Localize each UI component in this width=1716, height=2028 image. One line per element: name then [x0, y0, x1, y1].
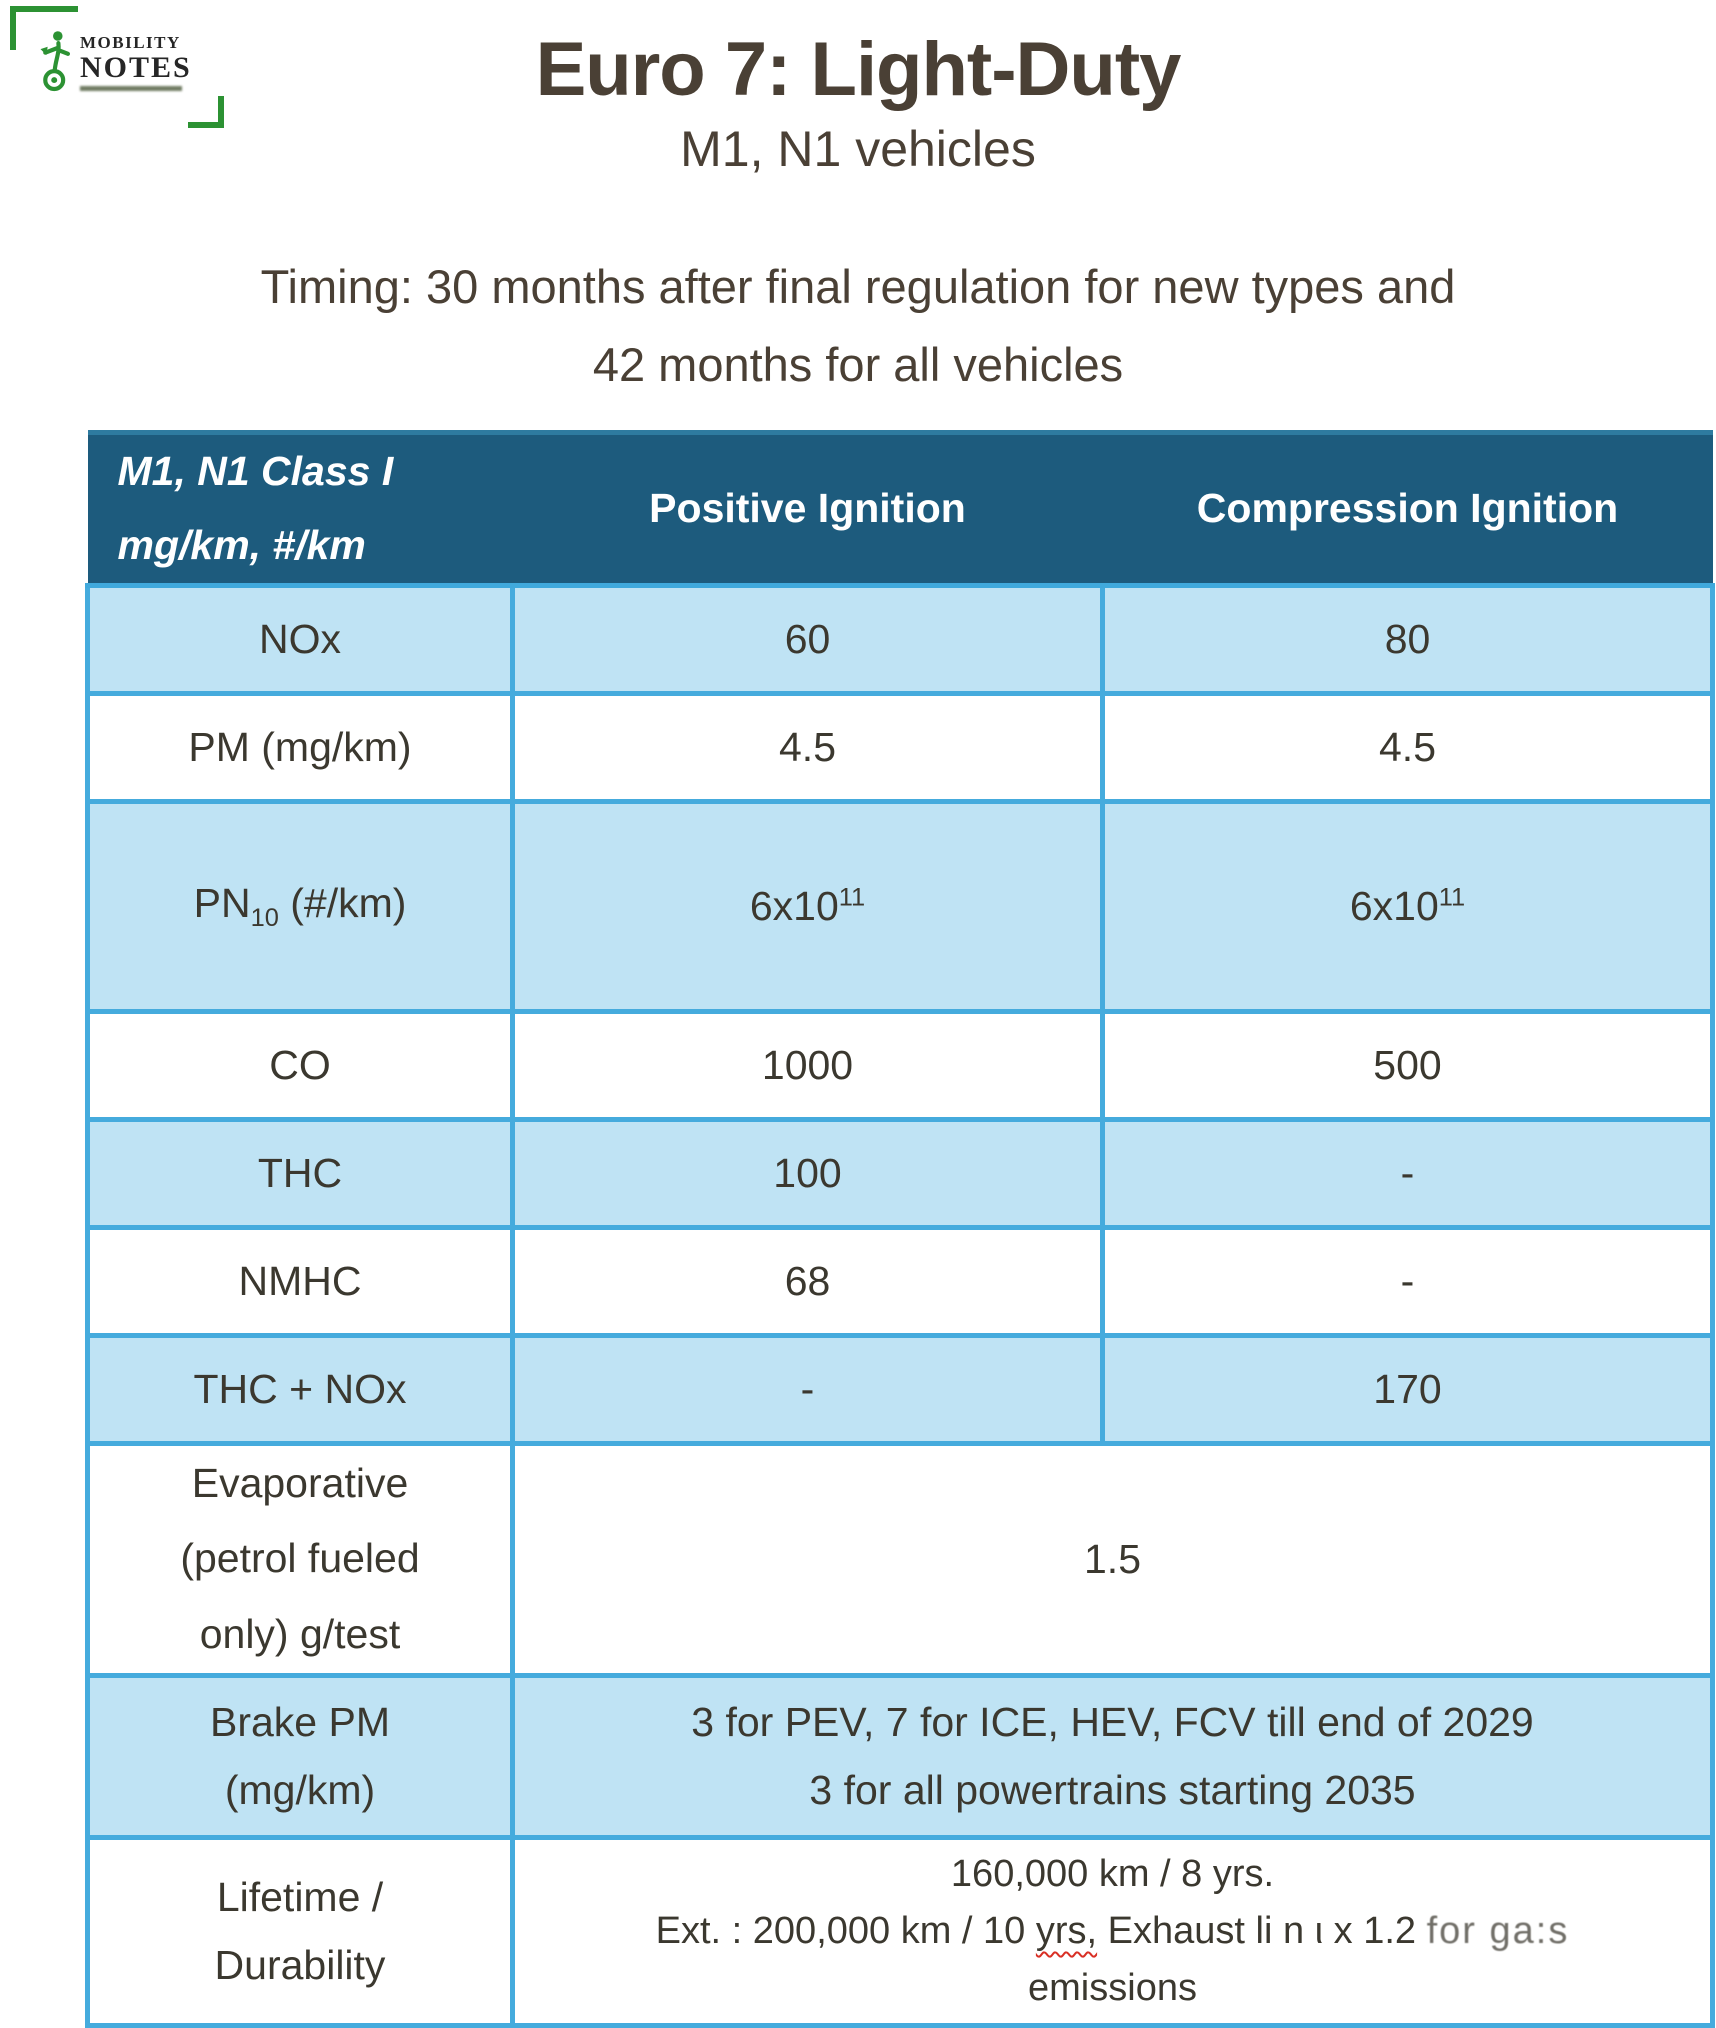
- lifetime-line-3: emissions: [1028, 1967, 1197, 2010]
- cell-thc-nox-ci: 170: [1100, 1332, 1715, 1446]
- cell-nmhc-pi: 68: [510, 1224, 1105, 1338]
- row-label-thc: THC: [85, 1116, 515, 1230]
- emissions-limits-table: M1, N1 Class I mg/km, #/km Positive Igni…: [85, 430, 1715, 2028]
- cell-lifetime-value: 160,000 km / 8 yrs. Ext. : 200,000 km / …: [510, 1835, 1715, 2028]
- corner-bracket-bottom-right-icon: [188, 96, 224, 128]
- table-header-row: M1, N1 Class I mg/km, #/km Positive Igni…: [87, 430, 1713, 588]
- table-row-co: CO 1000 500: [85, 1008, 1715, 1122]
- logo-tagline: [80, 86, 182, 91]
- cell-pm-pi: 4.5: [510, 690, 1105, 804]
- cell-pn10-pi: 6x1011: [510, 798, 1105, 1014]
- header-positive-ignition: Positive Ignition: [512, 430, 1103, 588]
- logo-word-mobility: MOBILITY: [80, 33, 181, 52]
- page-title: Euro 7: Light-Duty: [535, 27, 1182, 112]
- table-row-pm: PM (mg/km) 4.5 4.5: [85, 690, 1715, 804]
- cell-nox-pi: 60: [510, 582, 1105, 696]
- row-label-lifetime: Lifetime / Durability: [85, 1835, 515, 2028]
- header-compression-ignition: Compression Ignition: [1102, 430, 1713, 588]
- row-label-pm: PM (mg/km): [85, 690, 515, 804]
- cell-nox-ci: 80: [1100, 582, 1715, 696]
- cell-pn10-ci: 6x1011: [1100, 798, 1715, 1014]
- logo-word-notes: NOTES: [80, 51, 192, 84]
- table-row-thc: THC 100 -: [85, 1116, 1715, 1230]
- table-row-nox: NOx 60 80: [85, 582, 1715, 696]
- unicyclist-icon: [40, 31, 71, 92]
- spellcheck-underline: yrs,: [1035, 1910, 1098, 1953]
- mobility-notes-logo: MOBILITY NOTES: [0, 0, 240, 140]
- table-row-pn10: PN10 (#/km) 6x1011 6x1011: [85, 798, 1715, 1014]
- eroded-text: for ga:s: [1426, 1910, 1570, 1953]
- row-label-nmhc: NMHC: [85, 1224, 515, 1338]
- cell-brake-pm-value: 3 for PEV, 7 for ICE, HEV, FCV till end …: [510, 1673, 1715, 1841]
- cell-pm-ci: 4.5: [1100, 690, 1715, 804]
- table-row-evaporative: Evaporative (petrol fueled only) g/test …: [85, 1440, 1715, 1679]
- row-label-nox: NOx: [85, 582, 515, 696]
- lifetime-line-2: Ext. : 200,000 km / 10 yrs, Exhaust li n…: [655, 1910, 1570, 1953]
- corner-bracket-top-left-icon: [10, 6, 78, 50]
- cell-evaporative-value: 1.5: [510, 1440, 1715, 1679]
- row-label-evaporative: Evaporative (petrol fueled only) g/test: [85, 1440, 515, 1679]
- cell-thc-pi: 100: [510, 1116, 1105, 1230]
- timing-text: Timing: 30 months after final regulation…: [260, 260, 1456, 391]
- row-label-thc-nox: THC + NOx: [85, 1332, 515, 1446]
- cell-thc-ci: -: [1100, 1116, 1715, 1230]
- cell-thc-nox-pi: -: [510, 1332, 1105, 1446]
- row-label-brake-pm: Brake PM (mg/km): [85, 1673, 515, 1841]
- cell-co-pi: 1000: [510, 1008, 1105, 1122]
- lifetime-line-1: 160,000 km / 8 yrs.: [950, 1853, 1275, 1896]
- table-row-lifetime: Lifetime / Durability 160,000 km / 8 yrs…: [85, 1835, 1715, 2028]
- table-row-brake-pm: Brake PM (mg/km) 3 for PEV, 7 for ICE, H…: [85, 1673, 1715, 1841]
- header-pollutant-units: M1, N1 Class I mg/km, #/km: [87, 430, 513, 588]
- cell-nmhc-ci: -: [1100, 1224, 1715, 1338]
- row-label-pn10: PN10 (#/km): [85, 798, 515, 1014]
- row-label-co: CO: [85, 1008, 515, 1122]
- page-subtitle: M1, N1 vehicles: [680, 121, 1036, 177]
- table-row-thc-nox: THC + NOx - 170: [85, 1332, 1715, 1446]
- table-row-nmhc: NMHC 68 -: [85, 1224, 1715, 1338]
- cell-co-ci: 500: [1100, 1008, 1715, 1122]
